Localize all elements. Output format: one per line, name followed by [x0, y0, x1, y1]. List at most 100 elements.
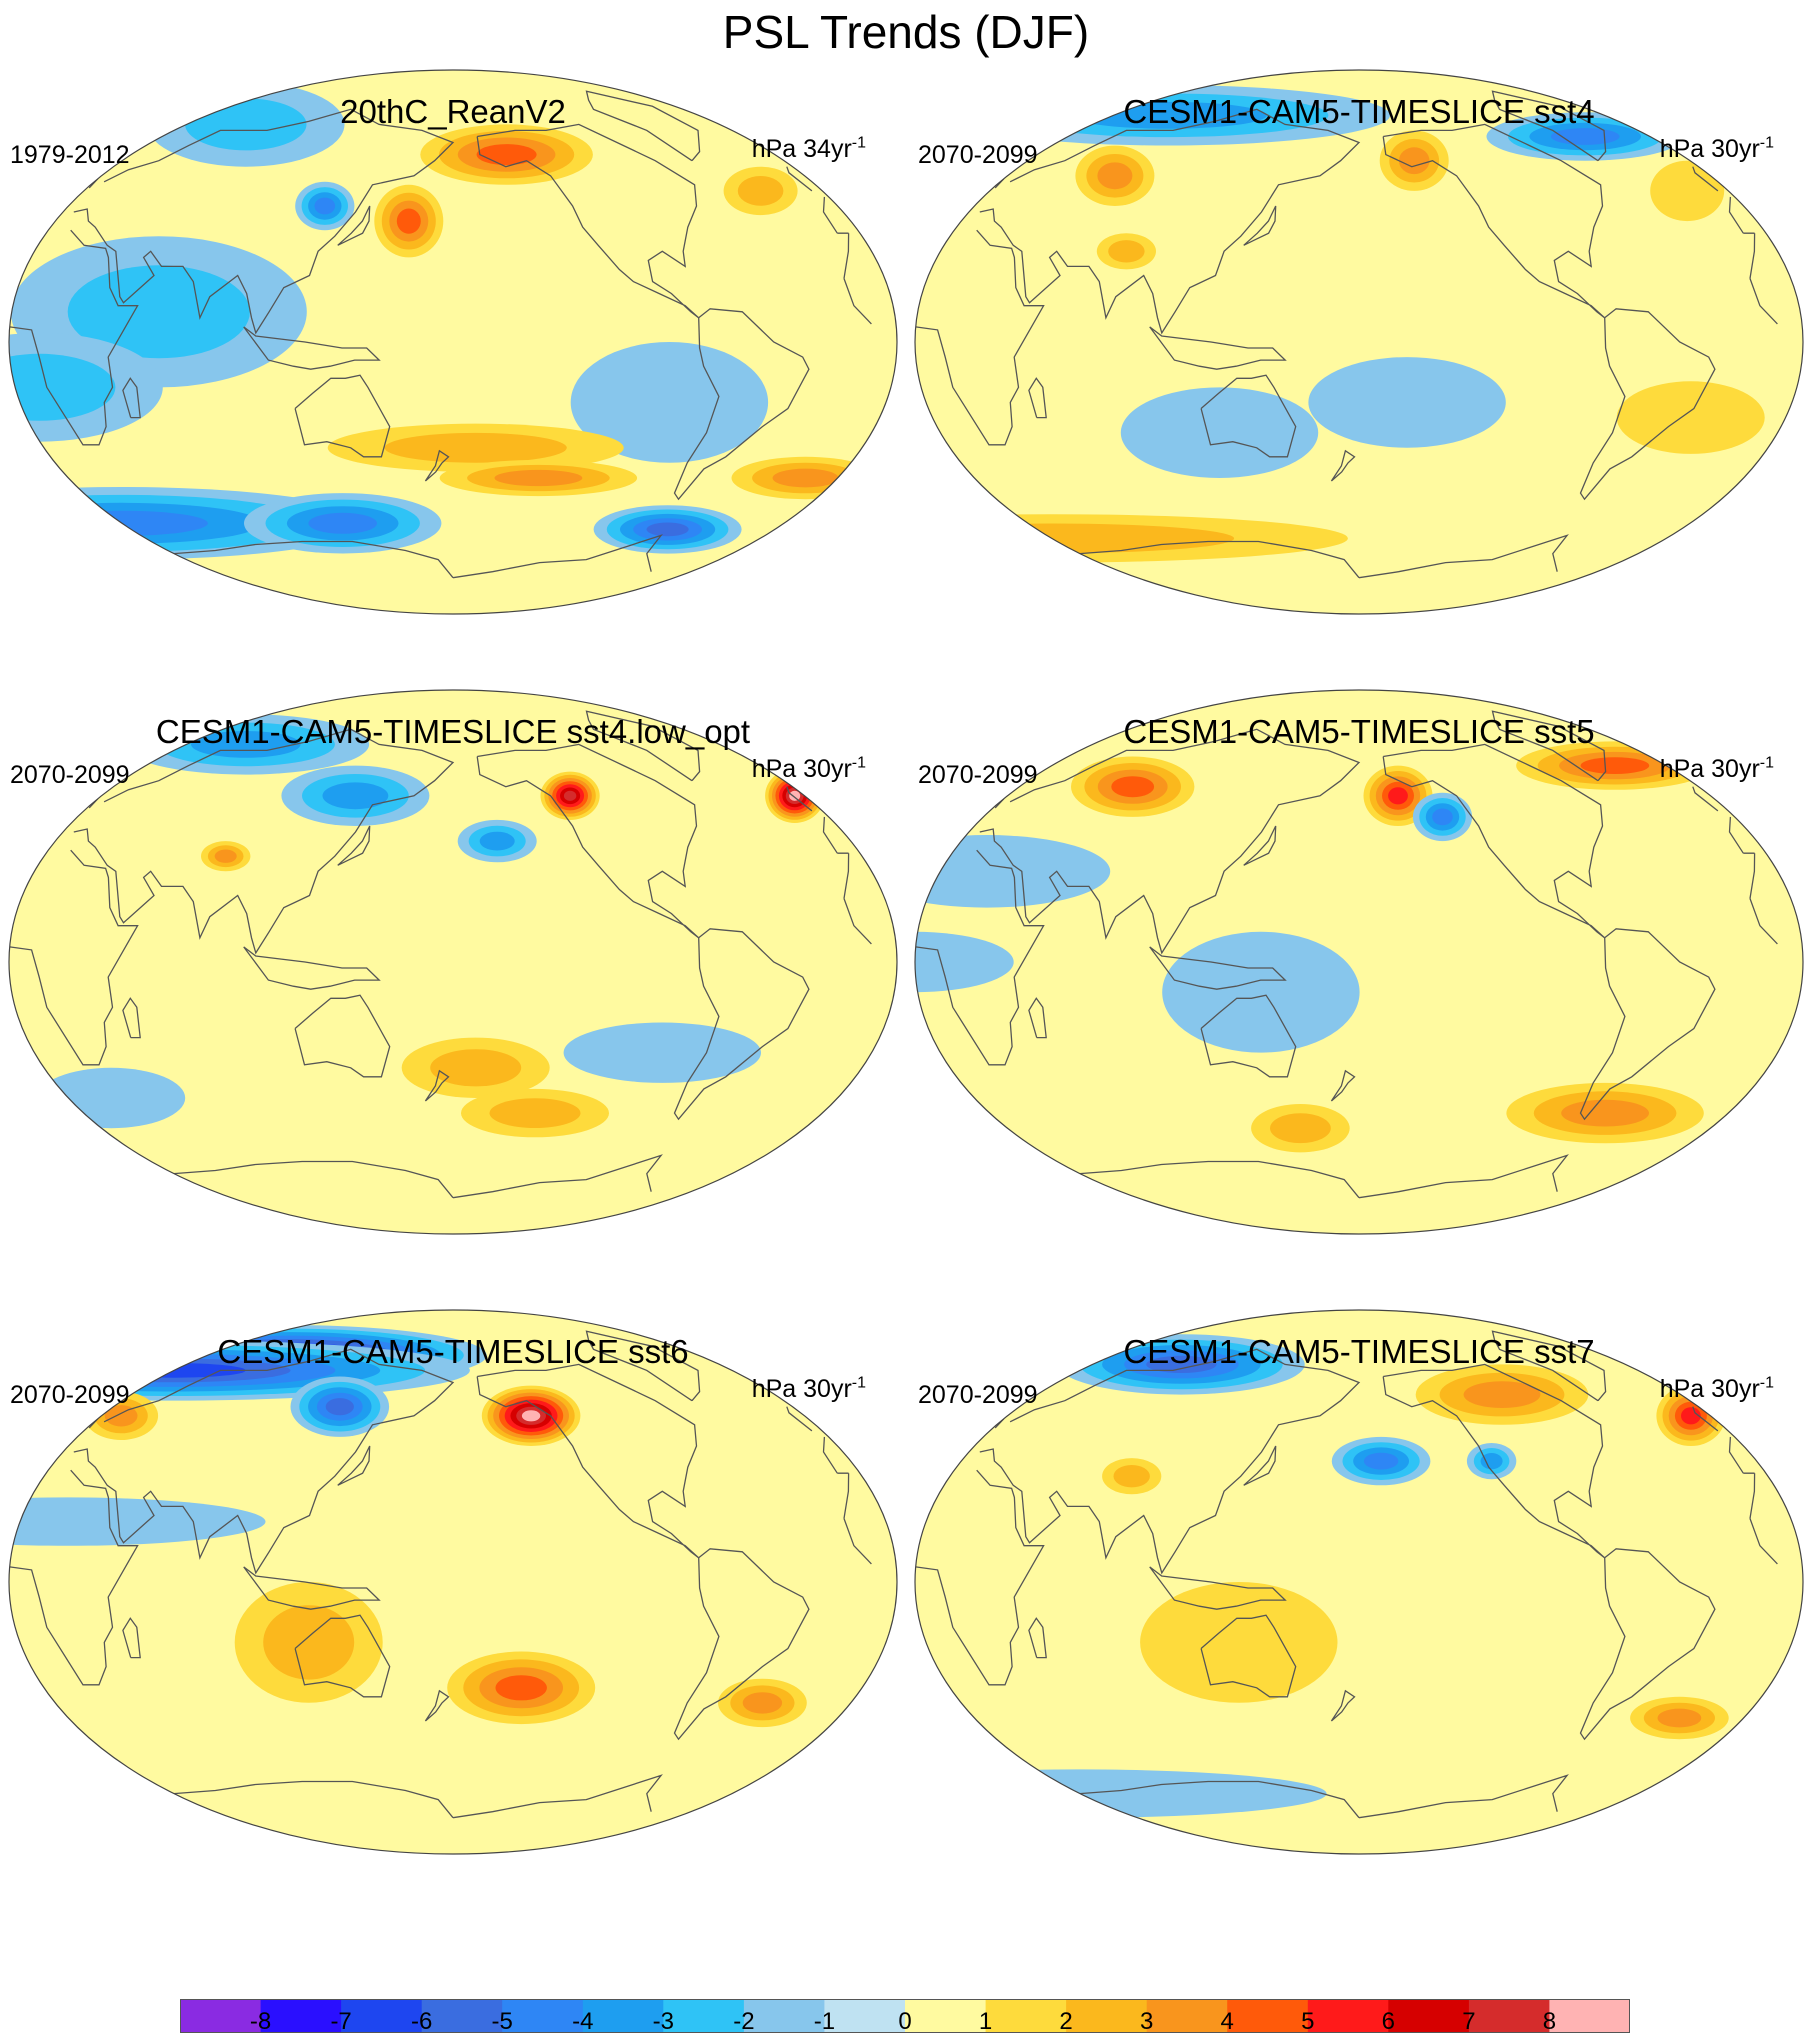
map-panel-1: 20thC_ReanV2 1979-2012 hPa 34yr-1: [0, 0, 906, 620]
trend-contour: [1270, 1113, 1331, 1144]
trend-contour: [737, 176, 784, 206]
coastline: [1028, 997, 1047, 1039]
trend-contour: [1113, 1465, 1150, 1488]
map-frame: [914, 689, 1804, 1235]
trend-contour: [1388, 787, 1408, 805]
colorbar-swatch: [582, 1999, 664, 2033]
trend-contour: [1681, 1407, 1701, 1425]
colorbar-swatch: [663, 1999, 745, 2033]
trend-contour: [9, 1497, 266, 1546]
map-panel-2: CESM1-CAM5-TIMESLICE sst4 2070-2099 hPa 30…: [906, 0, 1812, 620]
coastline: [243, 326, 381, 370]
colorbar-tick-label: 7: [1462, 2008, 1476, 2035]
trend-contour: [1657, 1708, 1702, 1728]
coastline: [1330, 449, 1356, 482]
coastline: [585, 90, 701, 162]
trend-contour: [308, 512, 378, 534]
coastline: [294, 994, 391, 1078]
map-background: [915, 1310, 1803, 1854]
map-panel-3: CESM1-CAM5-TIMESLICE sst4.low_opt 2070-20…: [0, 620, 906, 1240]
coastline: [9, 849, 872, 1066]
trend-contour: [430, 1049, 522, 1087]
colorbar-tick-label: -1: [813, 2008, 836, 2035]
trend-contour: [1616, 381, 1765, 454]
coastline: [1330, 1069, 1356, 1102]
trend-contour: [322, 782, 389, 810]
trend-contour: [563, 1022, 761, 1083]
map-frame: [914, 69, 1804, 615]
colorbar-tick-label: -6: [410, 2008, 433, 2035]
coastline: [979, 108, 1755, 335]
coastline: [585, 710, 701, 782]
map-frame: [8, 1309, 898, 1855]
trend-contour: [104, 1405, 138, 1427]
colorbar-swatch: [905, 1999, 987, 2033]
trend-contour: [1650, 160, 1725, 222]
trend-contour: [1162, 931, 1360, 1053]
coastline: [476, 743, 700, 939]
coastline: [1579, 308, 1716, 501]
coastline: [1028, 1617, 1047, 1659]
trend-contour: [1363, 1452, 1399, 1470]
coastline: [673, 308, 810, 501]
colorbar-swatch: [341, 1999, 423, 2033]
trend-contour: [1146, 1355, 1217, 1373]
map-frame: [914, 1309, 1804, 1855]
coastline: [294, 374, 391, 458]
coastline: [1028, 377, 1047, 419]
trend-contour: [1111, 776, 1155, 798]
colorbar-tick-label: -8: [249, 2008, 272, 2035]
colorbar-swatch: [743, 1999, 825, 2033]
colorbar-swatch: [824, 1999, 906, 2033]
trend-contour: [742, 1692, 783, 1714]
coastline: [1579, 1548, 1716, 1741]
trend-contour: [915, 931, 1014, 993]
colorbar-tick-label: -5: [491, 2008, 513, 2035]
colorbar-tick-label: 3: [1139, 2008, 1154, 2035]
coastline: [673, 1548, 810, 1741]
trend-contour: [494, 469, 583, 487]
trend-contour: [772, 468, 839, 488]
units-label: hPa 30yr-1: [751, 1374, 866, 1403]
trend-contour: [325, 1398, 354, 1416]
coastline: [1079, 534, 1569, 579]
coastline: [1200, 1614, 1297, 1698]
colorbar-swatch: [1388, 1999, 1470, 2033]
trend-contour: [1308, 357, 1506, 448]
trend-contour: [563, 790, 577, 801]
coastline: [1382, 1363, 1606, 1559]
colorbar-tick-label: 1: [978, 2008, 993, 2035]
colorbar-tick-label: -4: [572, 2008, 594, 2035]
trend-contour: [495, 1675, 547, 1701]
coastline: [173, 534, 663, 579]
coastline: [337, 205, 371, 246]
coastline: [1149, 946, 1287, 990]
colorbar-swatch: [985, 1999, 1067, 2033]
colorbar-swatch: [502, 1999, 584, 2033]
trend-contour: [1580, 757, 1650, 774]
colorbar-swatch: [1066, 1999, 1148, 2033]
coastline: [673, 928, 810, 1121]
coastline: [1079, 1774, 1569, 1819]
period-label: 2070-2099: [10, 761, 130, 789]
panel-title: CESM1-CAM5-TIMESLICE sst4.low_opt: [155, 713, 751, 750]
coastline: [1491, 90, 1607, 162]
map-frame: [8, 689, 898, 1235]
trend-contour: [1120, 387, 1319, 478]
coastline: [337, 825, 371, 866]
trend-contour: [396, 208, 421, 234]
colorbar: [180, 1999, 1630, 2033]
coastline: [1079, 1154, 1569, 1199]
panel-title: CESM1-CAM5-TIMESLICE sst6: [217, 1333, 689, 1370]
coastline: [73, 108, 849, 335]
coastline: [915, 229, 1778, 446]
trend-contour: [384, 432, 567, 463]
colorbar-tick-label: 5: [1301, 2008, 1315, 2035]
trend-contour: [479, 831, 515, 851]
map-background: [9, 1310, 897, 1854]
trend-contour: [646, 522, 689, 537]
coastline: [1149, 1566, 1287, 1610]
map-4: [914, 689, 1804, 1235]
map-panel-4: CESM1-CAM5-TIMESLICE sst5 2070-2099 hPa 30…: [906, 620, 1812, 1240]
coastline: [424, 1689, 450, 1722]
